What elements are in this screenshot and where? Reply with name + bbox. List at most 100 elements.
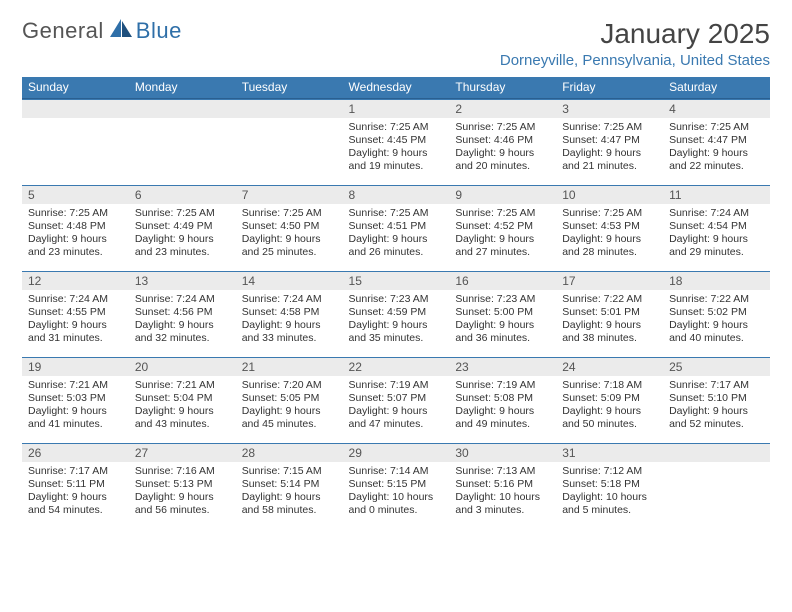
day-body: Sunrise: 7:22 AMSunset: 5:02 PMDaylight:…	[663, 290, 770, 350]
day-number: 11	[663, 185, 770, 204]
day-cell	[22, 99, 129, 185]
day-number: 25	[663, 357, 770, 376]
day-number: 13	[129, 271, 236, 290]
daylight2-text: and 41 minutes.	[28, 418, 123, 431]
daylight1-text: Daylight: 9 hours	[28, 319, 123, 332]
sunrise-text: Sunrise: 7:19 AM	[349, 379, 444, 392]
daylight2-text: and 3 minutes.	[455, 504, 550, 517]
day-number: 8	[343, 185, 450, 204]
daylight2-text: and 31 minutes.	[28, 332, 123, 345]
day-body: Sunrise: 7:12 AMSunset: 5:18 PMDaylight:…	[556, 462, 663, 522]
weekday-header-row: Sunday Monday Tuesday Wednesday Thursday…	[22, 77, 770, 99]
daylight1-text: Daylight: 9 hours	[349, 405, 444, 418]
daylight2-text: and 45 minutes.	[242, 418, 337, 431]
sunrise-text: Sunrise: 7:25 AM	[242, 207, 337, 220]
sunset-text: Sunset: 4:47 PM	[562, 134, 657, 147]
day-body: Sunrise: 7:25 AMSunset: 4:47 PMDaylight:…	[556, 118, 663, 178]
day-number: 7	[236, 185, 343, 204]
sunset-text: Sunset: 5:11 PM	[28, 478, 123, 491]
day-body: Sunrise: 7:25 AMSunset: 4:45 PMDaylight:…	[343, 118, 450, 178]
day-cell	[236, 99, 343, 185]
day-body: Sunrise: 7:24 AMSunset: 4:54 PMDaylight:…	[663, 204, 770, 264]
day-cell: 29Sunrise: 7:14 AMSunset: 5:15 PMDayligh…	[343, 443, 450, 529]
sunrise-text: Sunrise: 7:17 AM	[28, 465, 123, 478]
day-number: 27	[129, 443, 236, 462]
sunrise-text: Sunrise: 7:25 AM	[135, 207, 230, 220]
day-body: Sunrise: 7:18 AMSunset: 5:09 PMDaylight:…	[556, 376, 663, 436]
day-body: Sunrise: 7:25 AMSunset: 4:53 PMDaylight:…	[556, 204, 663, 264]
daylight2-text: and 52 minutes.	[669, 418, 764, 431]
daylight1-text: Daylight: 9 hours	[669, 233, 764, 246]
day-cell: 28Sunrise: 7:15 AMSunset: 5:14 PMDayligh…	[236, 443, 343, 529]
sunset-text: Sunset: 5:07 PM	[349, 392, 444, 405]
daylight1-text: Daylight: 10 hours	[455, 491, 550, 504]
day-number	[129, 99, 236, 118]
weekday-header: Saturday	[663, 77, 770, 99]
calendar-page: General Blue January 2025 Dorneyville, P…	[0, 0, 792, 541]
daylight1-text: Daylight: 9 hours	[242, 491, 337, 504]
daylight2-text: and 23 minutes.	[28, 246, 123, 259]
sunset-text: Sunset: 5:08 PM	[455, 392, 550, 405]
daylight2-text: and 54 minutes.	[28, 504, 123, 517]
daylight2-text: and 58 minutes.	[242, 504, 337, 517]
sunrise-text: Sunrise: 7:25 AM	[349, 207, 444, 220]
sunrise-text: Sunrise: 7:18 AM	[562, 379, 657, 392]
day-number	[236, 99, 343, 118]
day-cell: 23Sunrise: 7:19 AMSunset: 5:08 PMDayligh…	[449, 357, 556, 443]
sunset-text: Sunset: 4:58 PM	[242, 306, 337, 319]
day-cell: 15Sunrise: 7:23 AMSunset: 4:59 PMDayligh…	[343, 271, 450, 357]
day-body: Sunrise: 7:24 AMSunset: 4:58 PMDaylight:…	[236, 290, 343, 350]
daylight2-text: and 28 minutes.	[562, 246, 657, 259]
sunrise-text: Sunrise: 7:22 AM	[669, 293, 764, 306]
day-body: Sunrise: 7:13 AMSunset: 5:16 PMDaylight:…	[449, 462, 556, 522]
daylight1-text: Daylight: 9 hours	[562, 319, 657, 332]
calendar-table: Sunday Monday Tuesday Wednesday Thursday…	[22, 77, 770, 529]
sunrise-text: Sunrise: 7:21 AM	[135, 379, 230, 392]
daylight1-text: Daylight: 9 hours	[562, 147, 657, 160]
daylight2-text: and 25 minutes.	[242, 246, 337, 259]
week-row: 19Sunrise: 7:21 AMSunset: 5:03 PMDayligh…	[22, 357, 770, 443]
daylight1-text: Daylight: 9 hours	[135, 319, 230, 332]
day-cell: 7Sunrise: 7:25 AMSunset: 4:50 PMDaylight…	[236, 185, 343, 271]
day-cell: 22Sunrise: 7:19 AMSunset: 5:07 PMDayligh…	[343, 357, 450, 443]
sunrise-text: Sunrise: 7:21 AM	[28, 379, 123, 392]
day-cell: 9Sunrise: 7:25 AMSunset: 4:52 PMDaylight…	[449, 185, 556, 271]
day-cell: 14Sunrise: 7:24 AMSunset: 4:58 PMDayligh…	[236, 271, 343, 357]
day-body: Sunrise: 7:21 AMSunset: 5:04 PMDaylight:…	[129, 376, 236, 436]
sunrise-text: Sunrise: 7:17 AM	[669, 379, 764, 392]
day-number: 2	[449, 99, 556, 118]
day-cell: 5Sunrise: 7:25 AMSunset: 4:48 PMDaylight…	[22, 185, 129, 271]
sunset-text: Sunset: 5:02 PM	[669, 306, 764, 319]
daylight2-text: and 23 minutes.	[135, 246, 230, 259]
day-number: 21	[236, 357, 343, 376]
day-cell: 21Sunrise: 7:20 AMSunset: 5:05 PMDayligh…	[236, 357, 343, 443]
sunrise-text: Sunrise: 7:16 AM	[135, 465, 230, 478]
sail-icon	[110, 19, 132, 39]
day-body: Sunrise: 7:25 AMSunset: 4:51 PMDaylight:…	[343, 204, 450, 264]
day-cell: 26Sunrise: 7:17 AMSunset: 5:11 PMDayligh…	[22, 443, 129, 529]
day-cell: 27Sunrise: 7:16 AMSunset: 5:13 PMDayligh…	[129, 443, 236, 529]
day-body: Sunrise: 7:25 AMSunset: 4:46 PMDaylight:…	[449, 118, 556, 178]
sunrise-text: Sunrise: 7:14 AM	[349, 465, 444, 478]
daylight1-text: Daylight: 9 hours	[28, 405, 123, 418]
sunset-text: Sunset: 5:00 PM	[455, 306, 550, 319]
day-cell: 3Sunrise: 7:25 AMSunset: 4:47 PMDaylight…	[556, 99, 663, 185]
sunrise-text: Sunrise: 7:22 AM	[562, 293, 657, 306]
sunset-text: Sunset: 4:47 PM	[669, 134, 764, 147]
daylight1-text: Daylight: 9 hours	[455, 233, 550, 246]
day-body: Sunrise: 7:20 AMSunset: 5:05 PMDaylight:…	[236, 376, 343, 436]
day-body: Sunrise: 7:15 AMSunset: 5:14 PMDaylight:…	[236, 462, 343, 522]
daylight2-text: and 43 minutes.	[135, 418, 230, 431]
daylight2-text: and 50 minutes.	[562, 418, 657, 431]
day-number: 4	[663, 99, 770, 118]
brand-logo: General Blue	[22, 18, 182, 44]
brand-part2: Blue	[136, 18, 182, 44]
sunrise-text: Sunrise: 7:25 AM	[455, 121, 550, 134]
daylight1-text: Daylight: 10 hours	[562, 491, 657, 504]
day-number: 6	[129, 185, 236, 204]
daylight1-text: Daylight: 9 hours	[455, 319, 550, 332]
sunset-text: Sunset: 4:46 PM	[455, 134, 550, 147]
month-title: January 2025	[500, 18, 770, 50]
sunrise-text: Sunrise: 7:23 AM	[455, 293, 550, 306]
day-body: Sunrise: 7:23 AMSunset: 4:59 PMDaylight:…	[343, 290, 450, 350]
